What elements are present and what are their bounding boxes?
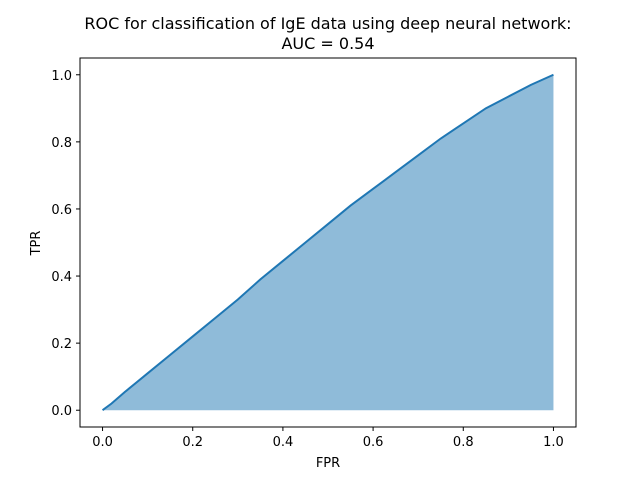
y-tick-label: 0.4 bbox=[51, 270, 72, 285]
roc-area-fill bbox=[102, 74, 554, 411]
y-axis-ticks: 0.0 0.2 0.4 0.6 0.8 1.0 bbox=[51, 69, 80, 419]
plot-area bbox=[101, 73, 554, 412]
x-tick-label: 1.0 bbox=[543, 435, 564, 450]
x-tick-label: 0.0 bbox=[92, 435, 113, 450]
y-tick-label: 0.6 bbox=[51, 203, 72, 218]
y-tick-label: 0.0 bbox=[51, 404, 72, 419]
y-tick-label: 0.2 bbox=[51, 337, 72, 352]
y-tick-label: 1.0 bbox=[51, 69, 72, 84]
y-tick-label: 0.8 bbox=[51, 136, 72, 151]
x-tick-label: 0.8 bbox=[453, 435, 474, 450]
roc-curve-line bbox=[101, 73, 554, 412]
chart-title-line-2: AUC = 0.54 bbox=[281, 34, 374, 53]
axes-frame bbox=[79, 57, 577, 428]
y-axis-label: TPR bbox=[29, 231, 44, 257]
x-tick-label: 0.6 bbox=[363, 435, 384, 450]
x-axis-ticks: 0.0 0.2 0.4 0.6 0.8 1.0 bbox=[92, 427, 564, 450]
x-tick-label: 0.4 bbox=[273, 435, 294, 450]
x-tick-label: 0.2 bbox=[182, 435, 203, 450]
chart-title-line-1: ROC for classification of IgE data using… bbox=[84, 14, 571, 33]
x-axis-label: FPR bbox=[316, 456, 340, 471]
